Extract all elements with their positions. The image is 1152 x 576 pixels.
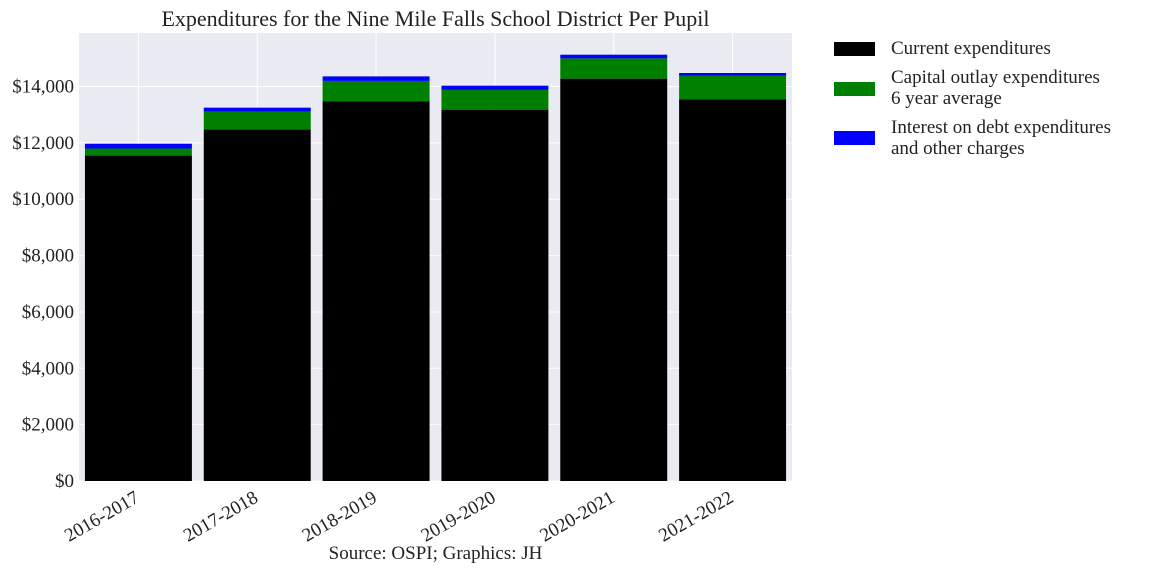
y-tick-label: $4,000 xyxy=(22,358,74,379)
bar-2016-2017-series-0 xyxy=(84,155,192,481)
plot-area xyxy=(79,33,792,481)
chart-title: Expenditures for the Nine Mile Falls Sch… xyxy=(161,6,710,31)
bar-2017-2018-series-1 xyxy=(203,111,311,130)
bar-2018-2019-series-0 xyxy=(322,101,430,482)
legend-label-capital: Capital outlay expenditures 6 year avera… xyxy=(891,67,1100,109)
legend-swatch-current xyxy=(834,42,875,56)
bar-2020-2021-series-1 xyxy=(560,58,668,79)
chart-source: Source: OSPI; Graphics: JH xyxy=(328,543,543,564)
bar-2017-2018-series-2 xyxy=(203,107,311,112)
y-tick-label: $2,000 xyxy=(22,415,74,436)
bar-2020-2021-series-2 xyxy=(560,54,668,59)
bar-2018-2019-series-1 xyxy=(322,80,430,102)
x-tick-label: 2018-2019 xyxy=(299,487,381,546)
y-tick-label: $8,000 xyxy=(22,246,74,267)
x-tick-label: 2020-2021 xyxy=(536,487,618,546)
bar-2021-2022-series-2 xyxy=(679,73,787,76)
y-tick-label: $0 xyxy=(55,471,74,492)
y-tick-label: $12,000 xyxy=(12,133,74,154)
y-tick-label: $6,000 xyxy=(22,302,74,323)
legend-swatch-capital xyxy=(834,82,875,96)
x-tick-label: 2021-2022 xyxy=(655,487,737,546)
legend-swatch-interest xyxy=(834,131,875,145)
x-tick-label: 2017-2018 xyxy=(180,487,262,546)
bar-2019-2020-series-0 xyxy=(441,109,549,482)
bar-2016-2017-series-1 xyxy=(84,148,192,156)
x-tick-label: 2019-2020 xyxy=(418,487,500,546)
bar-2016-2017-series-2 xyxy=(84,143,192,149)
bar-2018-2019-series-2 xyxy=(322,76,430,81)
legend-label-current: Current expenditures xyxy=(891,38,1051,59)
bar-2019-2020-series-2 xyxy=(441,85,549,90)
legend-label-interest: Interest on debt expenditures and other … xyxy=(891,117,1112,159)
bar-2020-2021-series-0 xyxy=(560,78,668,481)
x-tick-label: 2016-2017 xyxy=(61,487,143,546)
bar-2017-2018-series-0 xyxy=(203,129,311,482)
y-tick-label: $14,000 xyxy=(12,77,74,98)
bar-2021-2022-series-1 xyxy=(679,75,787,100)
y-tick-label: $10,000 xyxy=(12,189,74,210)
bar-2021-2022-series-0 xyxy=(679,99,787,481)
bar-2019-2020-series-1 xyxy=(441,89,549,110)
